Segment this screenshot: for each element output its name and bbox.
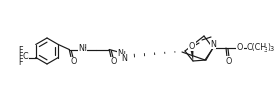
Text: F: F — [18, 58, 23, 67]
Text: O: O — [70, 57, 76, 66]
Text: H: H — [119, 51, 125, 60]
Text: 3: 3 — [264, 47, 268, 53]
Text: F: F — [18, 46, 23, 55]
Text: O: O — [237, 43, 243, 52]
Text: O: O — [226, 57, 232, 66]
Text: O: O — [110, 57, 116, 66]
Polygon shape — [191, 50, 193, 61]
Text: N: N — [210, 39, 216, 49]
Text: O: O — [189, 42, 195, 50]
Text: F: F — [18, 52, 23, 61]
Text: N: N — [121, 54, 127, 63]
Text: C: C — [23, 52, 29, 61]
Text: ): ) — [267, 43, 271, 52]
Text: N: N — [78, 44, 84, 53]
Text: N: N — [117, 49, 123, 58]
Text: 3: 3 — [270, 46, 274, 52]
Text: H: H — [80, 44, 86, 53]
Text: C(CH: C(CH — [247, 43, 267, 52]
